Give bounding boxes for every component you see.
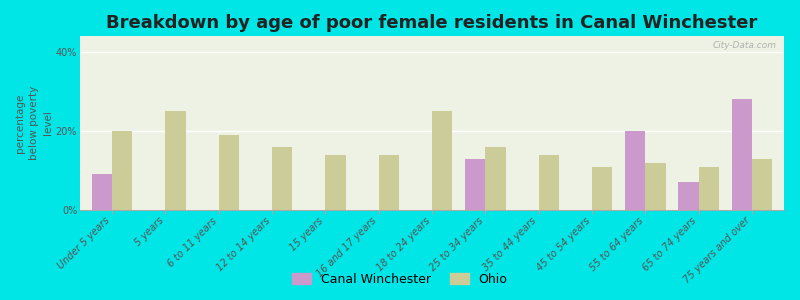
Y-axis label: percentage
below poverty
level: percentage below poverty level — [15, 86, 53, 160]
Bar — [432, 111, 452, 210]
Bar — [326, 154, 346, 210]
Text: City-Data.com: City-Data.com — [713, 41, 777, 50]
Bar — [752, 159, 772, 210]
Bar — [378, 154, 399, 210]
Bar — [465, 159, 486, 210]
Title: Breakdown by age of poor female residents in Canal Winchester: Breakdown by age of poor female resident… — [106, 14, 758, 32]
Bar — [486, 147, 506, 210]
Bar — [92, 174, 112, 210]
Bar — [678, 182, 698, 210]
Bar — [218, 135, 239, 210]
Bar — [646, 163, 666, 210]
Bar — [538, 154, 559, 210]
Bar — [732, 99, 752, 210]
Legend: Canal Winchester, Ohio: Canal Winchester, Ohio — [287, 268, 513, 291]
Bar — [625, 131, 646, 210]
Bar — [166, 111, 186, 210]
Bar — [592, 167, 612, 210]
Bar — [112, 131, 132, 210]
Bar — [698, 167, 719, 210]
Bar — [272, 147, 292, 210]
